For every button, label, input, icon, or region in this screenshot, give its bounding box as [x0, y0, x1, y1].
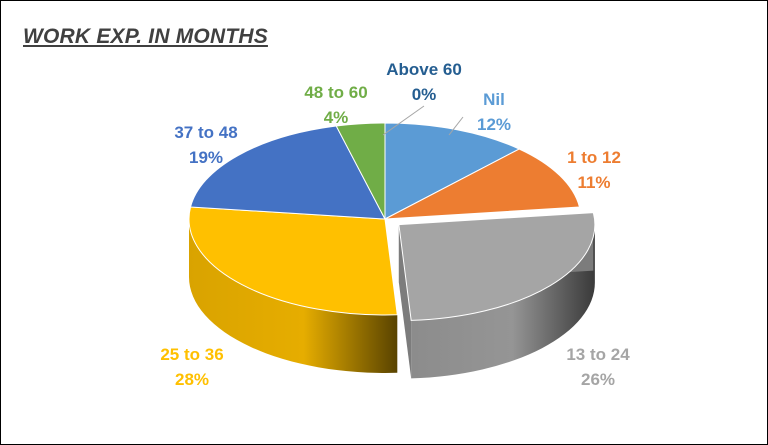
data-label-13-to-24: 13 to 24	[566, 345, 630, 364]
leader-line	[382, 105, 425, 136]
pie-slice-1-to-12	[384, 148, 581, 220]
data-label-25-to-36: 25 to 36	[160, 345, 223, 364]
chart-title: WORK EXP. IN MONTHS	[23, 25, 268, 48]
data-value-25-to-36: 28%	[175, 370, 209, 389]
data-value-37-to-48: 19%	[189, 148, 223, 167]
data-value-13-to-24: 26%	[581, 370, 615, 389]
pie-side-13-to-24	[411, 224, 595, 379]
data-label-37-to-48: 37 to 48	[174, 123, 237, 142]
data-value-48-to-60: 4%	[324, 108, 349, 127]
pie-slice-48-to-60	[335, 122, 386, 220]
pie-slice-nil	[384, 122, 521, 220]
data-label-48-to-60: 48 to 60	[304, 83, 367, 102]
data-value-nil: 12%	[477, 115, 511, 134]
leader-line	[448, 116, 464, 136]
pie-side-25-to-36	[189, 219, 398, 373]
data-label-1-to-12: 1 to 12	[567, 148, 621, 167]
data-label-nil: Nil	[483, 90, 505, 109]
pie-slice-13-to-24	[398, 212, 596, 321]
data-value-1-to-12: 11%	[577, 173, 610, 192]
data-value-above-60: 0%	[412, 85, 437, 104]
data-label-above-60: Above 60	[386, 60, 462, 79]
pie-slice-25-to-36	[188, 206, 398, 316]
pie-slice-37-to-48	[189, 125, 386, 220]
